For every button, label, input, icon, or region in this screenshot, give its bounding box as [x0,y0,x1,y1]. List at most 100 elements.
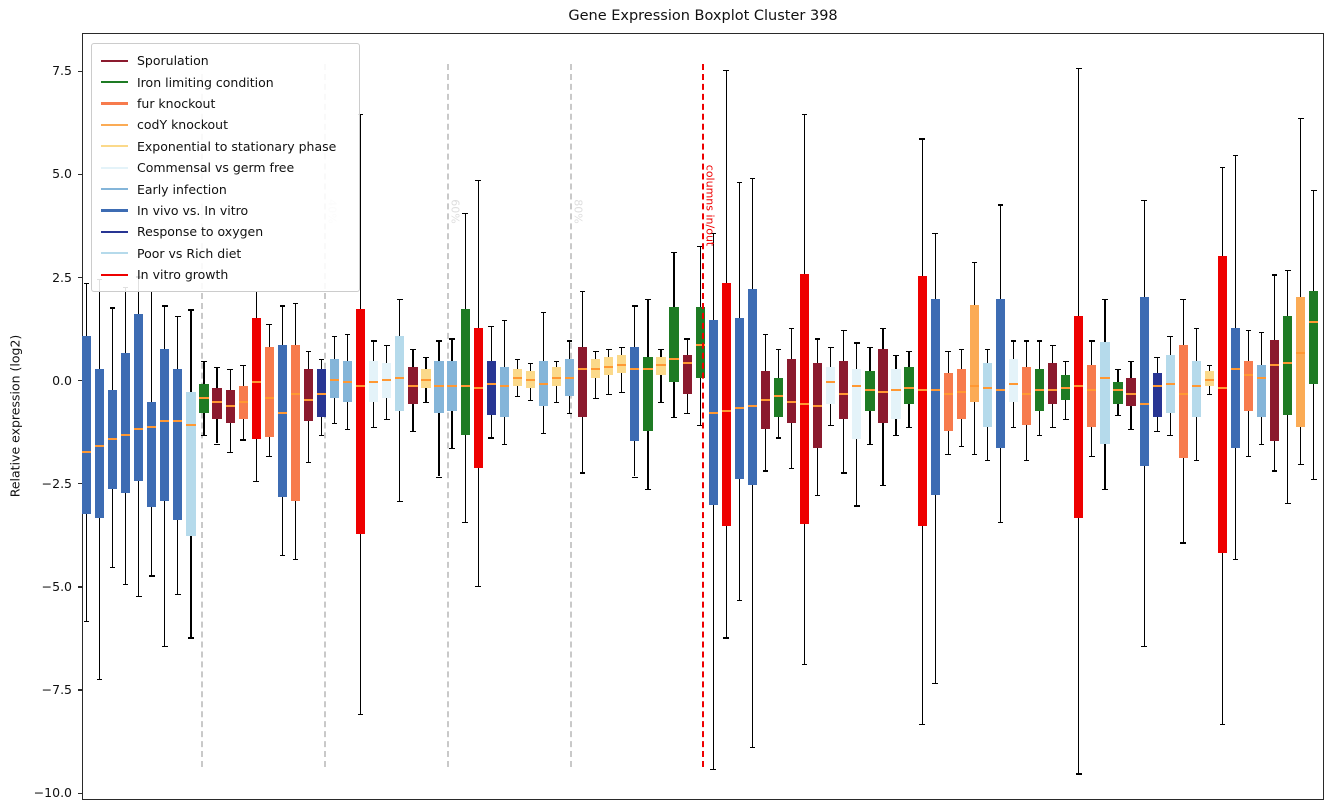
boxplot-box-43 [630,346,640,442]
legend-item: codY knockout [101,114,349,135]
legend-item-label: In vitro growth [137,267,229,283]
whisker-cap-bottom [893,435,899,437]
legend-color-swatch [101,209,128,212]
median-line [1178,393,1188,396]
boxplot-box-75 [1048,363,1058,405]
whisker-cap-bottom [749,746,756,748]
whisker-cap-top [488,325,495,328]
whisker-cap-bottom [906,427,912,429]
whisker-cap-bottom [253,480,260,482]
whisker-cap-top [1311,189,1317,192]
whisker-cap-top [997,204,1004,206]
whisker-cap-bottom [1154,431,1160,433]
whisker-cap-top [475,179,481,181]
boxplot-box-8 [173,369,183,520]
boxplot-box-81 [1126,377,1136,407]
whisker-cap-bottom [96,678,103,680]
whisker-cap-top [83,282,90,284]
whisker-cap-top [1284,270,1291,272]
median-line [943,393,953,396]
whisker [1300,117,1302,465]
whisker-cap-bottom [632,476,638,478]
legend-color-swatch [101,59,128,62]
whisker-cap-bottom [227,451,233,453]
boxplot-box-71 [995,299,1006,448]
legend-item: Sporulation [101,50,349,71]
boxplot-box-68 [956,369,966,419]
whisker-cap-top [501,319,508,321]
legend-item-label: Exponential to stationary phase [137,138,337,154]
legend-item-label: codY knockout [137,117,229,133]
median-line [173,419,183,422]
whisker-cap-top [540,311,547,313]
whisker-cap-top [945,350,952,352]
whisker-cap-bottom [579,472,586,474]
whisker-cap-bottom [162,645,168,647]
y-tick-mark [78,70,82,73]
whisker-cap-top [592,350,599,352]
y-tick-label: −7.5 [41,681,72,697]
median-line [447,384,457,387]
whisker-cap-top [932,233,938,235]
median-line [773,395,784,398]
whisker-cap-top [292,303,299,305]
legend-color-swatch [101,166,128,169]
chart-title: Gene Expression Boxplot Cluster 398 [568,8,838,24]
median-line [956,390,966,393]
median-line [1100,376,1110,379]
legend-item: fur knockout [101,93,349,114]
boxplot-box-25 [395,336,405,411]
boxplot-box-95 [1309,290,1319,384]
whisker-cap-top [331,336,338,338]
boxplot-box-44 [643,356,653,432]
median-line [865,388,875,391]
whisker-cap-bottom [841,472,847,474]
legend-item: In vitro growth [101,264,349,285]
median-line [343,380,353,383]
whisker-cap-bottom [188,637,194,639]
median-line [1035,388,1045,391]
whisker-cap-top [723,70,730,72]
whisker-cap-bottom [1298,464,1304,466]
whisker-cap-bottom [527,400,534,402]
whisker-cap-bottom [1010,427,1017,429]
boxplot-box-4 [121,352,131,493]
whisker-cap-top [1167,336,1174,338]
whisker-cap-top [1076,68,1082,70]
median-line [721,409,731,412]
legend-item: Commensal vs germ free [101,157,349,178]
median-line [512,376,522,379]
whisker-cap-bottom [501,443,508,445]
median-line [434,384,444,387]
median-line [356,384,366,387]
boxplot-box-83 [1152,373,1162,417]
median-line [290,393,300,396]
boxplot-box-1 [81,336,92,514]
legend-color-swatch [101,145,128,148]
boxplot-box-57 [813,363,823,448]
boxplot-box-77 [1074,315,1084,518]
whisker-cap-bottom [1076,773,1082,775]
whisker-cap-top [397,299,403,301]
whisker-cap-bottom [605,394,612,396]
median-line [891,388,901,391]
whisker-cap-bottom [214,443,220,445]
median-line [917,388,927,391]
boxplot-box-69 [969,305,979,403]
median-line [1296,351,1306,354]
whisker-cap-top [697,245,703,247]
whisker-cap-top [240,365,246,367]
median-line [1022,393,1032,396]
legend-item: Exponential to stationary phase [101,136,349,157]
median-line [826,380,836,383]
whisker-cap-bottom [945,453,952,455]
whisker-cap-bottom [175,594,181,596]
whisker-cap-bottom [854,505,860,507]
whisker-cap-top [279,305,286,307]
whisker-cap-bottom [788,468,795,470]
median-line [1048,388,1058,391]
boxplot-box-51 [734,317,744,479]
boxplot-box-14 [251,317,261,440]
boxplot-box-55 [786,358,797,423]
median-line [813,405,823,408]
